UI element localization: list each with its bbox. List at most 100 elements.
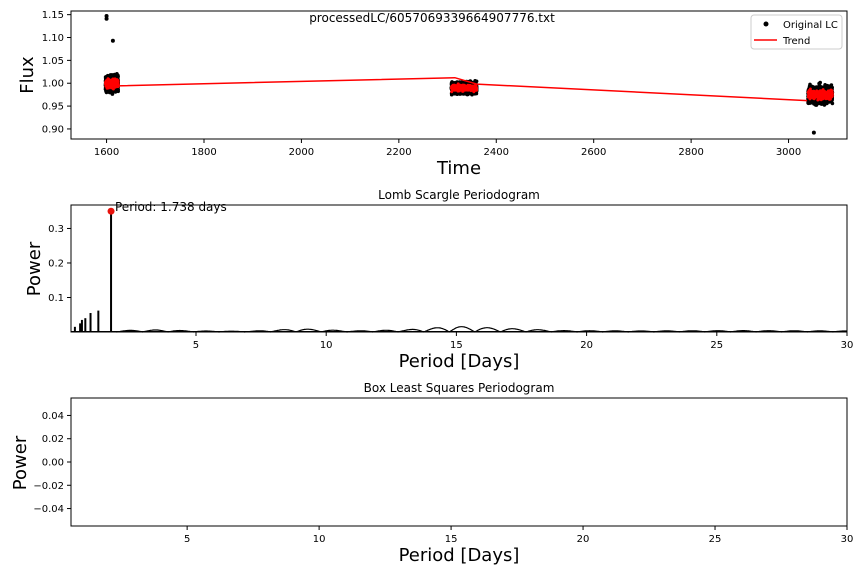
lightcurve-red-band [104, 77, 120, 91]
bls-x-ticks: 5 10 15 20 25 30 [184, 526, 853, 545]
legend-original-lc-label: Original LC [783, 20, 838, 31]
x-tick-label: 25 [709, 534, 722, 545]
y-tick-label: 0.95 [42, 102, 64, 113]
lightcurve-point [807, 101, 811, 105]
lightcurve-point [808, 82, 812, 87]
lightcurve-point [817, 84, 822, 88]
lomb-scargle-x-ticks: 5 10 15 20 25 30 [193, 332, 854, 351]
lightcurve-trend-point [823, 95, 827, 99]
lightcurve-point [113, 73, 117, 77]
lightcurve-outlier-point [104, 14, 109, 19]
legend-original-lc-marker [763, 21, 769, 27]
bls-y-ticks: −0.04 −0.02 0.00 0.02 0.04 [33, 411, 71, 515]
bls-title: Box Least Squares Periodogram [364, 381, 555, 395]
bls-panel: Box Least Squares Periodogram 5 10 15 20 25 3… [10, 381, 853, 566]
lightcurve-trend-point [809, 95, 813, 99]
x-tick-label: 25 [710, 340, 723, 351]
lightcurve-trend-point [107, 80, 111, 84]
lightcurve-trend-point [823, 90, 827, 94]
lightcurve-trend-point [813, 95, 817, 99]
lightcurve-outlier-point [110, 38, 115, 43]
x-tick-label: 2600 [581, 147, 606, 158]
lightcurve-trend-point [816, 93, 820, 97]
y-tick-label: −0.02 [33, 481, 64, 492]
lightcurve-red-band [806, 87, 834, 102]
x-tick-label: 2200 [386, 147, 411, 158]
y-tick-label: 0.04 [42, 411, 64, 422]
y-tick-label: 1.15 [42, 10, 64, 21]
y-tick-label: 0.02 [42, 434, 64, 445]
lightcurve-trend-point [818, 89, 822, 93]
lightcurve-trend-point [107, 77, 110, 81]
lomb-scargle-y-axis-label: Power [24, 241, 45, 296]
y-tick-label: −0.04 [33, 504, 64, 515]
lomb-scargle-y-ticks: 0.1 0.2 0.3 [48, 224, 71, 304]
x-tick-label: 30 [841, 340, 854, 351]
lightcurve-x-ticks: 1600 1800 2000 2200 2400 2600 2800 3000 [94, 139, 801, 158]
lightcurve-point [822, 103, 827, 107]
lightcurve-y-axis-label: Flux [17, 56, 38, 94]
y-tick-label: 1.05 [42, 56, 64, 67]
lightcurve-trend-point [816, 98, 820, 102]
lightcurve-outlier-point [811, 130, 816, 135]
lightcurve-point [104, 90, 109, 95]
lomb-scargle-peak-label: Period: 1.738 days [115, 200, 227, 214]
legend-trend-label: Trend [782, 36, 810, 47]
lightcurve-trend-point [450, 85, 454, 88]
x-tick-label: 10 [313, 534, 326, 545]
y-tick-label: 0.00 [42, 458, 64, 469]
lightcurve-trend-point [469, 85, 473, 89]
x-tick-label: 3000 [776, 147, 801, 158]
lightcurve-trend-point [469, 87, 473, 91]
x-tick-label: 20 [580, 340, 593, 351]
lightcurve-point [827, 100, 832, 104]
x-tick-label: 2800 [678, 147, 703, 158]
y-tick-label: 0.3 [48, 224, 64, 235]
lightcurve-trend-point [821, 97, 825, 101]
lightcurve-trend-point [115, 81, 119, 85]
lightcurve-trend-point [826, 95, 829, 99]
lightcurve-point [813, 85, 818, 90]
lightcurve-trend-point [806, 95, 810, 99]
lightcurve-trend-point [828, 97, 832, 101]
x-tick-label: 2000 [289, 147, 314, 158]
y-tick-label: 0.90 [42, 124, 64, 135]
lightcurve-x-axis-label: Time [436, 158, 481, 179]
lightcurve-trend-point [460, 84, 464, 88]
lightcurve-trend-point [455, 87, 459, 91]
x-tick-label: 20 [577, 534, 590, 545]
lightcurve-trend-point [811, 92, 815, 96]
x-tick-label: 5 [184, 534, 190, 545]
y-tick-label: 0.1 [48, 293, 64, 304]
bls-x-axis-label: Period [Days] [399, 545, 520, 566]
lightcurve-y-ticks: 0.90 0.95 1.00 1.05 1.10 1.15 [42, 10, 71, 135]
lightcurve-axes-frame [70, 10, 848, 140]
trend-line [111, 76, 808, 102]
x-tick-label: 1600 [94, 147, 119, 158]
figure-title: processedLC/6057069339664907776.txt [309, 11, 555, 25]
lightcurve-legend: Original LC Trend [750, 14, 843, 50]
lightcurve-trend-point [466, 87, 470, 91]
lightcurve-trend-point [830, 95, 834, 99]
x-tick-label: 15 [450, 340, 463, 351]
lightcurve-trend-point [829, 92, 833, 96]
lightcurve-red-band [450, 82, 479, 94]
x-tick-label: 15 [445, 534, 458, 545]
x-tick-label: 5 [193, 340, 199, 351]
y-tick-label: 1.10 [42, 33, 64, 44]
y-tick-label: 1.00 [42, 79, 64, 90]
lightcurve-trend-point [824, 93, 828, 97]
x-tick-label: 1800 [191, 147, 216, 158]
x-tick-label: 10 [320, 340, 333, 351]
lightcurve-trend-point [111, 77, 115, 81]
y-tick-label: 0.2 [48, 258, 64, 269]
lomb-scargle-title: Lomb Scargle Periodogram [378, 188, 540, 202]
lightcurve-trend-point [808, 93, 812, 96]
lightcurve-trend-point [464, 86, 468, 90]
lightcurve-point [811, 101, 815, 105]
x-tick-label: 30 [841, 534, 854, 545]
lightcurve-trend-point [817, 96, 821, 100]
lightcurve-trend-point [112, 80, 116, 84]
lightcurve-trend-point [116, 78, 120, 82]
